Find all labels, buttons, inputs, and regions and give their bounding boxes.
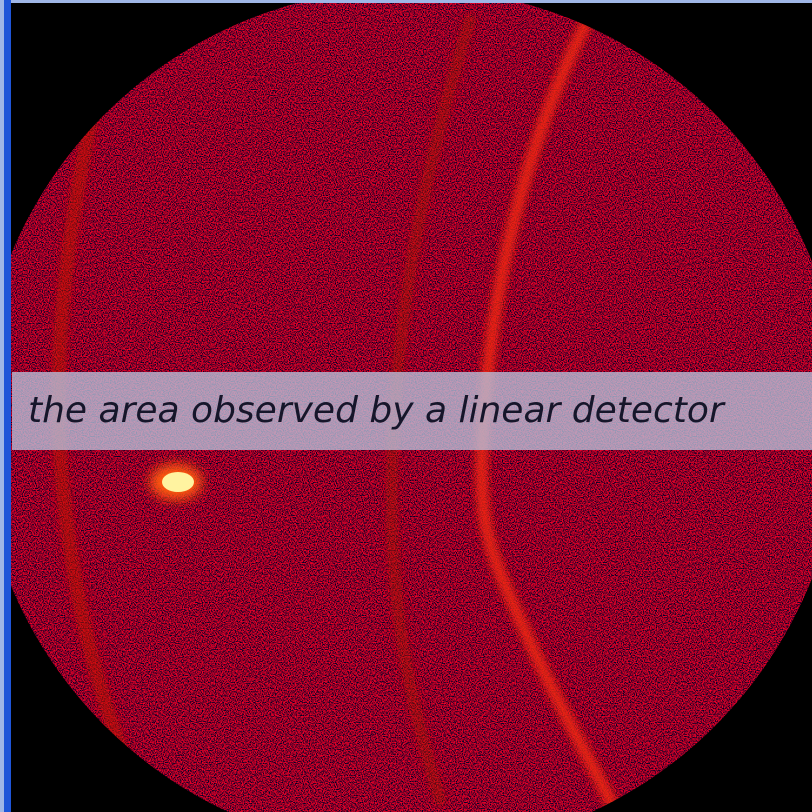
- ring: [385, 14, 476, 806]
- left-border-outer: [0, 0, 4, 812]
- caption: the area observed by a linear detector: [28, 390, 726, 431]
- ring: [51, 53, 147, 807]
- ring: [475, 6, 621, 812]
- bright-spot: [162, 472, 194, 492]
- left-border: [4, 0, 11, 812]
- diffraction-rings: [51, 6, 621, 812]
- detector-band: [12, 372, 812, 450]
- top-border: [0, 0, 812, 3]
